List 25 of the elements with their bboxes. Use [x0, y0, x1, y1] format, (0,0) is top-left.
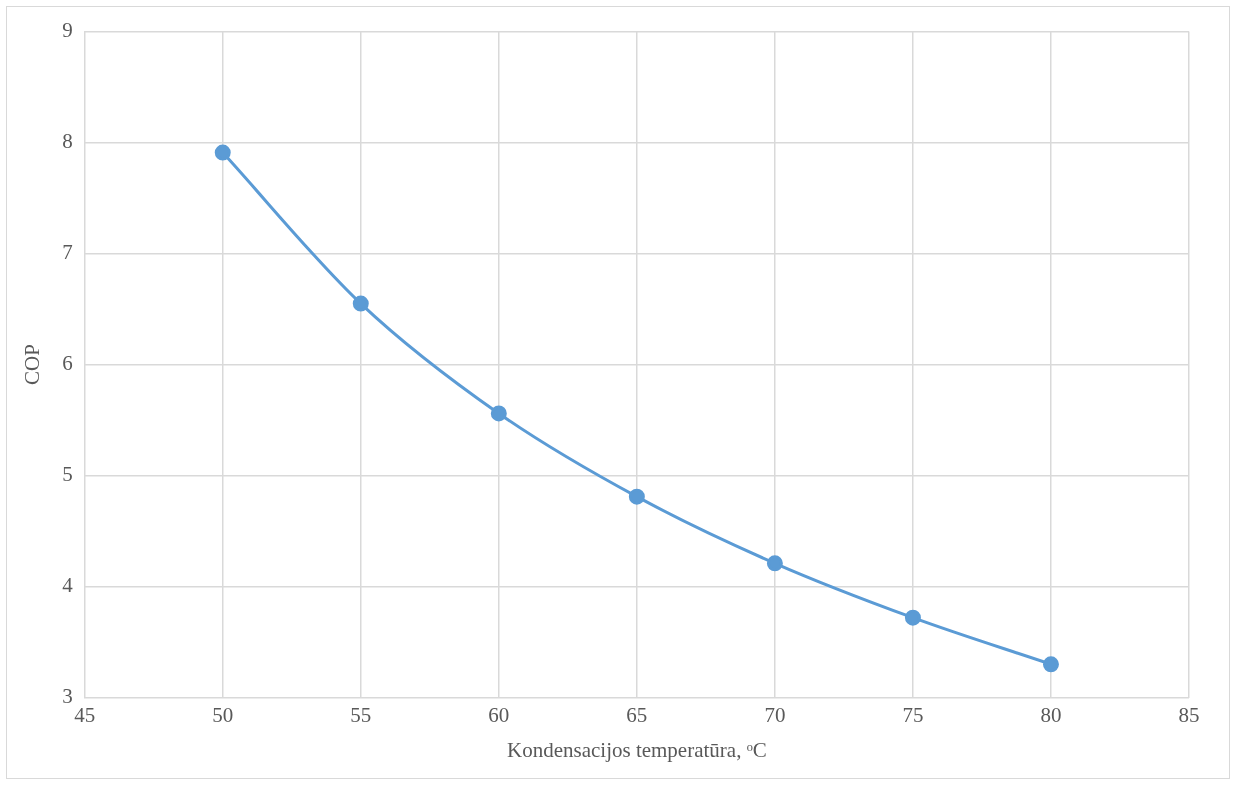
- y-tick-label: 3: [62, 684, 73, 709]
- y-tick-label: 9: [62, 18, 73, 43]
- y-tick-label: 6: [62, 351, 73, 376]
- y-tick-label: 7: [62, 240, 73, 265]
- x-tick-label: 75: [902, 702, 924, 727]
- x-tick-label: 80: [1040, 702, 1062, 727]
- y-tick-label: 5: [62, 462, 73, 487]
- point: [490, 405, 507, 422]
- x-tick-label: 60: [488, 702, 510, 727]
- point: [628, 488, 645, 505]
- point: [214, 144, 231, 161]
- x-tick-label: 50: [212, 702, 234, 727]
- y-axis-title: COP: [20, 344, 45, 386]
- x-tick-label: 70: [764, 702, 786, 727]
- x-tick-label: 55: [350, 702, 372, 727]
- y-tick-label: 8: [62, 129, 73, 154]
- point: [352, 295, 369, 312]
- point: [766, 555, 783, 572]
- x-tick-label: 45: [74, 702, 96, 727]
- point: [1042, 656, 1059, 673]
- x-tick-label: 65: [626, 702, 648, 727]
- x-tick-label: 85: [1178, 702, 1200, 727]
- y-tick-label: 4: [62, 573, 74, 598]
- x-axis-title: Kondensacijos temperatūra, ᵒC: [506, 737, 767, 762]
- point: [904, 609, 921, 626]
